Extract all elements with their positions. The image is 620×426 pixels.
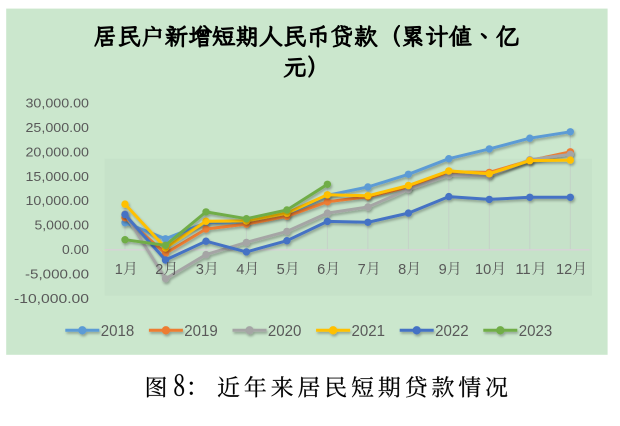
svg-text:7: 7	[358, 262, 366, 278]
svg-text:9: 9	[439, 262, 447, 278]
svg-text:0.00: 0.00	[62, 242, 89, 257]
svg-text:-10,000.00: -10,000.00	[14, 291, 89, 306]
svg-text:-5,000.00: -5,000.00	[25, 266, 89, 281]
svg-text:1: 1	[115, 262, 123, 278]
svg-text:30,000.00: 30,000.00	[26, 96, 90, 111]
svg-text:3: 3	[196, 262, 204, 278]
svg-text:11: 11	[516, 262, 531, 278]
svg-text:6: 6	[317, 262, 325, 278]
svg-text:2023: 2023	[519, 323, 553, 340]
svg-text:2020: 2020	[268, 323, 302, 340]
svg-text:2018: 2018	[101, 323, 135, 340]
svg-text:10,000.00: 10,000.00	[26, 193, 90, 208]
svg-text:2021: 2021	[352, 323, 386, 340]
svg-text:5,000.00: 5,000.00	[35, 218, 90, 233]
svg-text:2022: 2022	[435, 323, 469, 340]
svg-text:8: 8	[398, 262, 406, 278]
svg-text:5: 5	[277, 262, 285, 278]
svg-text:4: 4	[236, 262, 244, 278]
svg-text:20,000.00: 20,000.00	[26, 144, 90, 159]
svg-text:15,000.00: 15,000.00	[26, 169, 90, 184]
svg-text:10: 10	[475, 262, 491, 278]
svg-text:2019: 2019	[184, 323, 218, 340]
svg-text:25,000.00: 25,000.00	[26, 120, 90, 135]
svg-text:2: 2	[155, 262, 163, 278]
svg-text:12: 12	[556, 262, 572, 278]
